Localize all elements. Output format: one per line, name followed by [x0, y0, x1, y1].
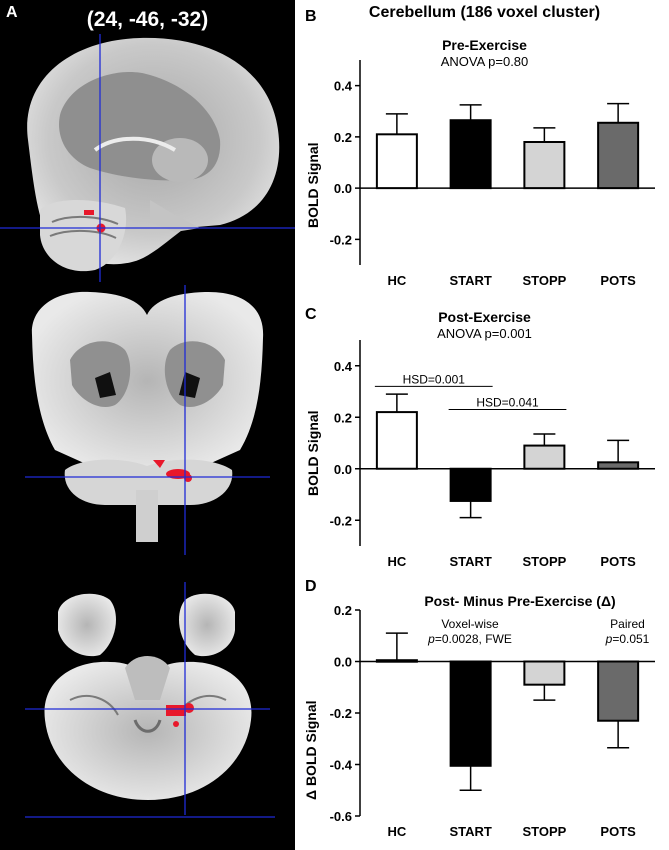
- chart-d-xtick-label: POTS: [600, 824, 636, 839]
- chart-d-ytick-label: 0.0: [334, 655, 352, 670]
- chart-b-xtick-label: START: [449, 273, 491, 288]
- coronal-slice: [31, 291, 264, 542]
- chart-b-svg: 0.4 0.2 0.0 -0.2 HC START STOPP POTS: [330, 60, 655, 288]
- chart-b-bar-start: [449, 119, 492, 190]
- chart-b-bar-pots: [597, 121, 640, 190]
- chart-d-xtick-label: STOPP: [522, 824, 566, 839]
- chart-c-xtick-label: START: [449, 554, 491, 569]
- chart-c-xtick-label: HC: [387, 554, 406, 569]
- mni-coordinates: (24, -46, -32): [86, 8, 209, 31]
- chart-b-title: Pre-Exercise: [442, 37, 527, 53]
- chart-d-ytick-label: -0.2: [330, 706, 352, 721]
- chart-c-sig-label: HSD=0.001: [403, 372, 466, 386]
- panel-letter-c: C: [305, 306, 317, 323]
- panel-letter-b: B: [305, 8, 317, 25]
- voxelwise-p-italic: p: [428, 632, 435, 646]
- paired-note-line2: p=0.051: [590, 632, 665, 647]
- chart-c-ytick-label: 0.2: [334, 410, 352, 425]
- axial-slice: [44, 593, 252, 800]
- voxelwise-note-line1: Voxel-wise: [441, 617, 499, 631]
- chart-d-title: Post- Minus Pre-Exercise (Δ): [424, 593, 616, 609]
- chart-b-xtick-label: POTS: [600, 273, 636, 288]
- chart-b-xtick-label: STOPP: [522, 273, 566, 288]
- crosshairs: [0, 34, 295, 818]
- chart-d-xtick-label: START: [449, 824, 491, 839]
- chart-b-bar-stopp: [523, 141, 566, 190]
- chart-b-ytick-label: 0.4: [334, 79, 353, 94]
- cluster-blob: [84, 210, 94, 215]
- chart-d-ytick-label: -0.4: [330, 758, 353, 773]
- chart-b-xtick-label: HC: [387, 273, 406, 288]
- paired-note: Paired p=0.051: [590, 617, 665, 647]
- chart-c-bar-stopp: [523, 444, 566, 470]
- sagittal-slice: [27, 37, 280, 272]
- voxelwise-p-value: =0.0028, FWE: [434, 632, 512, 646]
- chart-c-bar-start: [449, 467, 492, 502]
- brain-slices-svg: [0, 34, 295, 818]
- chart-c-ytick-label: -0.2: [330, 513, 352, 528]
- chart-d-bar-hc: [375, 659, 418, 663]
- chart-c-xtick-label: POTS: [600, 554, 636, 569]
- voxelwise-note-line2: p=0.0028, FWE: [410, 632, 530, 647]
- paired-p-value: =0.051: [612, 632, 650, 646]
- chart-b-subtitle: ANOVA p=0.80: [440, 54, 529, 69]
- chart-d-svg: 0.2 0.0 -0.2 -0.4 -0.6 HC START STOPP POTS: [330, 603, 655, 839]
- chart-d-ytick-label: -0.6: [330, 809, 352, 824]
- chart-c-subtitle: ANOVA p=0.001: [437, 326, 532, 341]
- chart-b-ytick-label: 0.2: [334, 130, 352, 145]
- chart-c-title: Post-Exercise: [438, 309, 531, 325]
- panel-letter-a: A: [6, 4, 18, 21]
- voxelwise-note: Voxel-wise p=0.0028, FWE: [410, 617, 530, 647]
- chart-c-bar-hc: [375, 411, 418, 470]
- chart-b-ytick-label: 0.0: [334, 181, 352, 196]
- brain-panel: A (24, -46, -32): [0, 0, 295, 850]
- chart-c-bar-pots: [597, 461, 640, 470]
- figure-title: Cerebellum (186 voxel cluster): [368, 4, 601, 21]
- chart-d-bar-stopp: [523, 660, 566, 686]
- chart-c-svg: 0.4 0.2 0.0 -0.2 HC START STOPP POTS HSD=0.001 HS…: [330, 340, 655, 569]
- chart-d-ytick-label: 0.2: [334, 603, 352, 618]
- chart-c-xtick-label: STOPP: [522, 554, 566, 569]
- chart-d-xtick-label: HC: [387, 824, 406, 839]
- chart-c-ytick-label: 0.4: [334, 359, 353, 374]
- chart-c-ytick-label: 0.0: [334, 462, 352, 477]
- paired-note-line1: Paired: [610, 617, 645, 631]
- chart-d-bar-pots: [597, 660, 640, 722]
- chart-c-sig-label: HSD=0.041: [476, 396, 539, 410]
- chart-b-ytick-label: -0.2: [330, 232, 352, 247]
- chart-b-bar-hc: [375, 133, 418, 190]
- chart-d-bar-start: [449, 660, 492, 767]
- panel-letter-d: D: [305, 578, 317, 595]
- paired-p-italic: p: [605, 632, 613, 646]
